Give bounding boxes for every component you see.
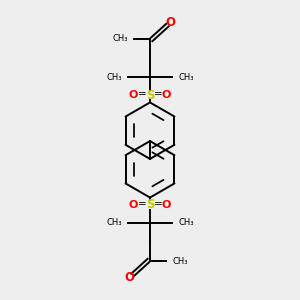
Text: CH₃: CH₃ bbox=[112, 34, 128, 43]
Text: O: O bbox=[162, 200, 171, 210]
Text: CH₃: CH₃ bbox=[178, 218, 194, 227]
Text: O: O bbox=[129, 200, 138, 210]
Text: O: O bbox=[124, 271, 134, 284]
Text: =: = bbox=[137, 89, 146, 99]
Text: CH₃: CH₃ bbox=[178, 73, 194, 82]
Text: CH₃: CH₃ bbox=[172, 257, 188, 266]
Text: O: O bbox=[166, 16, 176, 29]
Text: =: = bbox=[154, 89, 163, 99]
Text: =: = bbox=[154, 199, 163, 209]
Text: CH₃: CH₃ bbox=[106, 218, 122, 227]
Text: CH₃: CH₃ bbox=[106, 73, 122, 82]
Text: S: S bbox=[146, 199, 154, 212]
Text: O: O bbox=[129, 90, 138, 100]
Text: =: = bbox=[137, 199, 146, 209]
Text: O: O bbox=[162, 90, 171, 100]
Text: S: S bbox=[146, 88, 154, 101]
